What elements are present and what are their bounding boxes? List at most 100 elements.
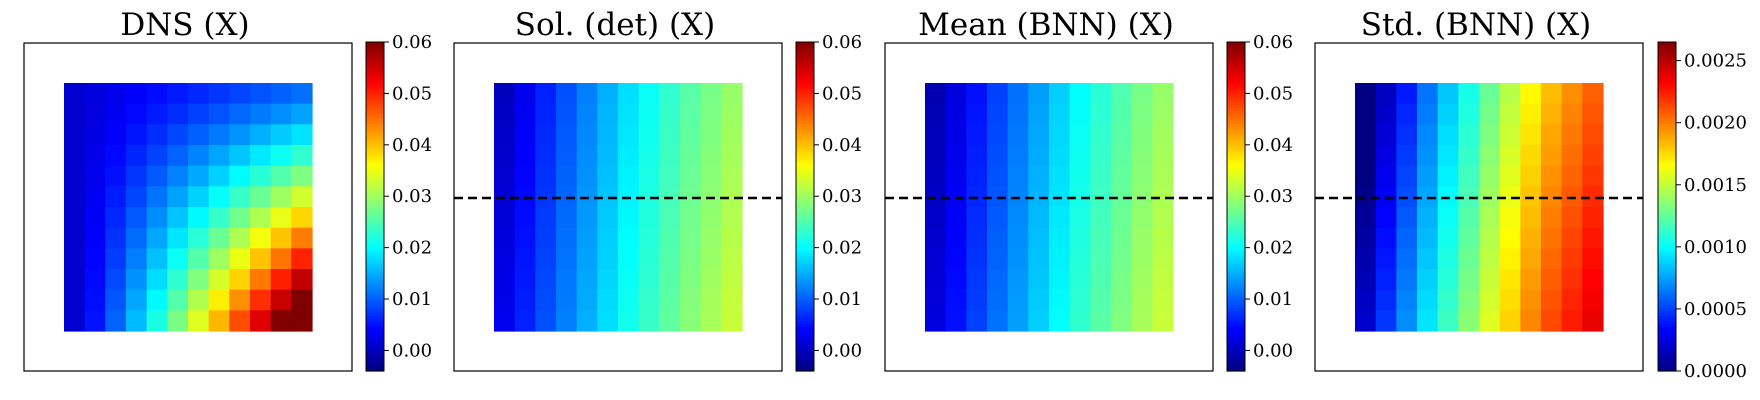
colorbar-strip — [366, 233, 384, 238]
colorbar-strip — [796, 269, 814, 273]
heatmap-cell — [1396, 310, 1418, 332]
heatmap-cell — [1028, 186, 1050, 208]
heatmap-cell — [1520, 83, 1542, 105]
colorbar-strip — [1658, 299, 1676, 304]
colorbar-strip — [1227, 233, 1245, 238]
heatmap-cell — [84, 103, 106, 125]
colorbar-strip — [796, 255, 814, 260]
heatmap-cell — [925, 269, 947, 291]
heatmap-cell — [1437, 103, 1459, 125]
heatmap-cell — [638, 310, 660, 332]
heatmap-cell — [1396, 269, 1418, 291]
heatmap-cell — [229, 310, 251, 332]
colorbar-strip — [1227, 173, 1245, 177]
heatmap-cell — [188, 269, 210, 291]
heatmap-cells — [1355, 83, 1604, 332]
colorbar-strip — [1658, 44, 1676, 49]
heatmap-cell — [270, 103, 292, 125]
colorbar-strip — [1227, 266, 1245, 271]
heatmap-cell — [208, 248, 230, 270]
colorbar-strip — [1658, 140, 1676, 145]
heatmap-cell — [925, 227, 947, 249]
colorbar-strip — [1227, 181, 1245, 186]
heatmap-cell — [966, 227, 988, 249]
colorbar-strip — [1227, 61, 1245, 65]
colorbar-strip — [366, 118, 384, 123]
heatmap-cell — [1458, 124, 1480, 146]
colorbar-strip — [1658, 313, 1676, 317]
heatmap-cell — [64, 124, 86, 146]
heatmap-cell — [1561, 124, 1583, 146]
colorbar-strip — [796, 96, 814, 101]
colorbar-strip — [796, 159, 814, 164]
heatmap-cell — [1375, 227, 1397, 249]
heatmap-cell — [1396, 207, 1418, 229]
colorbar-strip — [1227, 113, 1245, 117]
colorbar-strip — [796, 110, 814, 114]
heatmap-cell — [188, 103, 210, 125]
heatmap-cell — [1069, 165, 1091, 187]
heatmap-cell — [208, 310, 230, 332]
colorbar-strip — [366, 179, 384, 183]
heatmap-cell — [1069, 248, 1091, 270]
heatmap-cell — [1561, 83, 1583, 105]
heatmap-cell — [1561, 165, 1583, 187]
heatmap-cell — [146, 145, 168, 167]
heatmap-cell — [270, 186, 292, 208]
colorbar-strip — [796, 165, 814, 169]
heatmap-cell — [700, 165, 722, 187]
heatmap-cell — [514, 103, 536, 125]
colorbar-strip — [1658, 165, 1676, 169]
heatmap-cells — [64, 83, 313, 332]
colorbar-strip — [1227, 351, 1245, 356]
colorbar-strip — [366, 159, 384, 164]
colorbar-strip — [796, 146, 814, 150]
heatmap-cell — [1007, 103, 1029, 125]
heatmap-cell — [1582, 248, 1604, 270]
colorbar-strip — [1227, 365, 1245, 369]
heatmap-cell — [514, 310, 536, 332]
colorbar-strip — [1658, 283, 1676, 287]
heatmap-cell — [576, 269, 598, 291]
heatmap-cell — [1541, 310, 1563, 332]
heatmap-cell — [1520, 103, 1542, 125]
heatmap-cell — [1396, 165, 1418, 187]
heatmap-cell — [126, 124, 148, 146]
colorbar-strip — [1658, 77, 1676, 81]
colorbar-strip — [1658, 211, 1676, 216]
heatmap-cell — [1069, 227, 1091, 249]
heatmap-cell — [680, 248, 702, 270]
heatmap-cell — [1541, 289, 1563, 311]
heatmap-cell — [987, 248, 1009, 270]
heatmap-cell — [721, 186, 743, 208]
heatmap-cell — [64, 103, 86, 125]
heatmap-cell — [1111, 269, 1133, 291]
colorbar-strip — [1227, 329, 1245, 334]
heatmap-cell — [638, 124, 660, 146]
heatmap-cell — [638, 83, 660, 105]
colorbar-strip — [796, 44, 814, 49]
colorbar-strip — [1658, 258, 1676, 262]
heatmap-cell — [1479, 248, 1501, 270]
colorbar-tick-label: 0.0005 — [1684, 299, 1747, 320]
colorbar-strip — [1658, 365, 1676, 369]
heatmap-cell — [1396, 124, 1418, 146]
colorbar-strip — [1227, 250, 1245, 254]
colorbar-strip — [1658, 340, 1676, 345]
heatmap-cell — [208, 227, 230, 249]
colorbar-strip — [1658, 335, 1676, 339]
heatmap-cell — [1541, 207, 1563, 229]
colorbar-strip — [796, 198, 814, 202]
colorbar-strip — [796, 222, 814, 227]
colorbar-strip — [1227, 94, 1245, 98]
heatmap-cell — [700, 248, 722, 270]
colorbar-strip — [1227, 349, 1245, 353]
heatmap-cell — [597, 103, 619, 125]
heatmap-cell — [576, 227, 598, 249]
heatmap-cell — [1355, 165, 1377, 187]
heatmap-cell — [535, 227, 557, 249]
colorbar-strip — [796, 58, 814, 62]
heatmap-cell — [1090, 145, 1112, 167]
heatmap-cell — [1541, 103, 1563, 125]
heatmap-cell — [535, 165, 557, 187]
